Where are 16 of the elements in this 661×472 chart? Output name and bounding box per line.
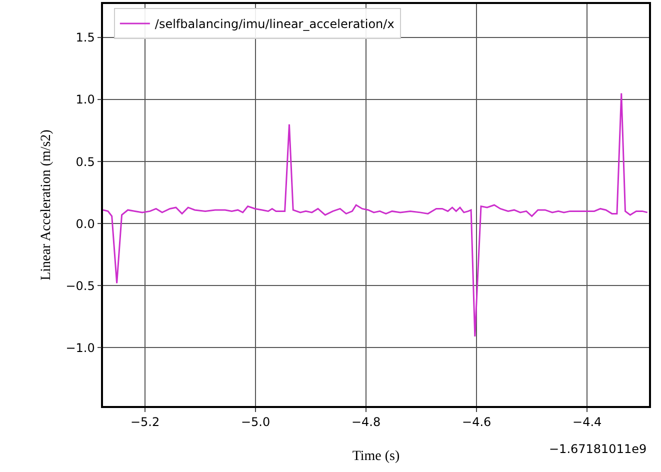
y-tick-label: 0.5	[76, 154, 95, 169]
text: −1.67181011e9	[549, 442, 647, 456]
y-tick-label: 1.5	[76, 30, 95, 45]
x-tick-label: −4.8	[351, 415, 381, 430]
y-tick-label: 0.0	[76, 216, 95, 231]
x-tick-label: −4.4	[572, 415, 602, 430]
x-tick-label: −5.0	[240, 415, 270, 430]
x-axis-title: Time (s)	[352, 448, 400, 464]
line-series	[103, 92, 648, 338]
legend-label: /selfbalancing/imu/linear_acceleration/x	[154, 17, 394, 32]
y-tick-label: −1.0	[66, 340, 95, 355]
x-tick-label: −4.6	[462, 415, 492, 430]
y-tick-label: 1.0	[76, 92, 95, 107]
y-tick-label: −0.5	[66, 278, 95, 293]
x-tick-label: −5.2	[130, 415, 160, 430]
y-axis-title: Linear Acceleration (m/s2)	[38, 129, 54, 280]
